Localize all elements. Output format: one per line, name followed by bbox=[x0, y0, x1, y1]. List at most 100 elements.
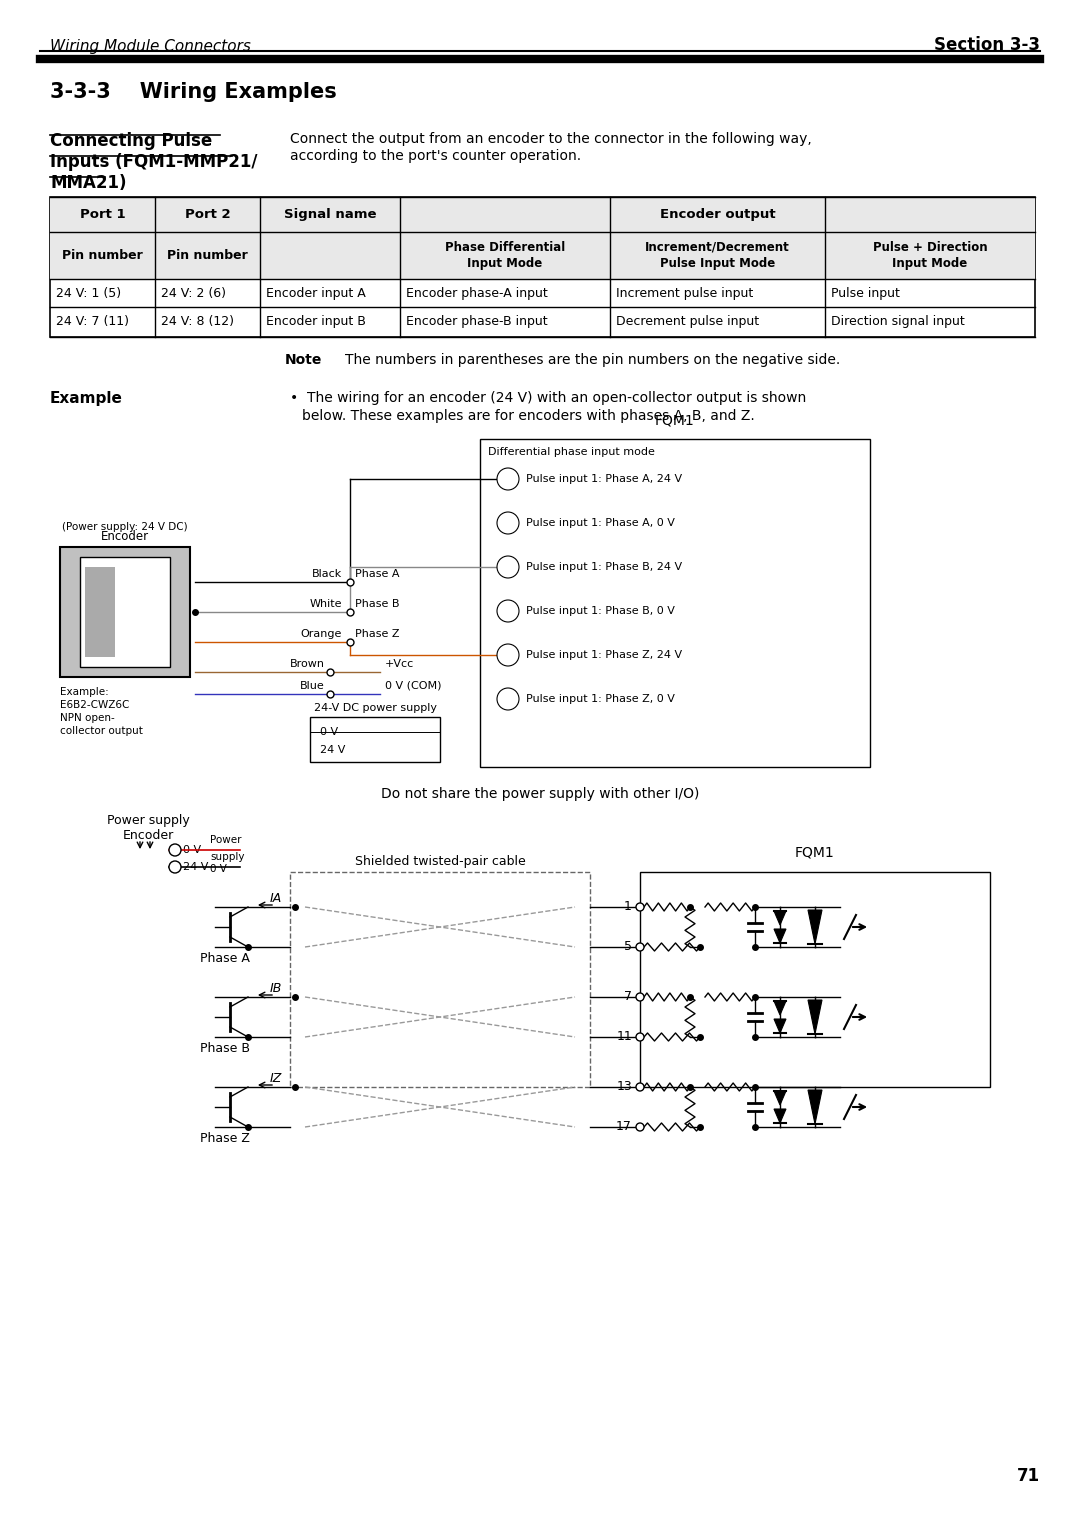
Text: White: White bbox=[310, 599, 342, 609]
Text: 11: 11 bbox=[501, 606, 515, 615]
Text: Orange: Orange bbox=[300, 629, 342, 638]
Bar bbox=[640, 872, 990, 1087]
Text: 24 V: 24 V bbox=[320, 745, 346, 754]
Text: 24-V DC power supply: 24-V DC power supply bbox=[313, 702, 436, 713]
Text: MMA21): MMA21) bbox=[50, 174, 126, 192]
Text: Pulse input 1: Phase B, 0 V: Pulse input 1: Phase B, 0 V bbox=[526, 606, 675, 615]
Text: Input Mode: Input Mode bbox=[468, 257, 542, 270]
Text: IA: IA bbox=[270, 892, 282, 906]
Circle shape bbox=[636, 993, 644, 1002]
Bar bbox=[50, 197, 1035, 337]
Text: Wiring Module Connectors: Wiring Module Connectors bbox=[50, 40, 251, 53]
Text: Pulse input 1: Phase A, 24 V: Pulse input 1: Phase A, 24 V bbox=[526, 473, 683, 484]
Text: Connecting Pulse: Connecting Pulse bbox=[50, 131, 213, 150]
Text: 0 V: 0 V bbox=[320, 727, 338, 738]
Text: 24 V: 7 (11): 24 V: 7 (11) bbox=[56, 316, 129, 328]
Text: 17: 17 bbox=[616, 1121, 632, 1133]
Text: 71: 71 bbox=[1017, 1467, 1040, 1484]
Circle shape bbox=[497, 644, 519, 666]
Text: Phase A: Phase A bbox=[200, 951, 249, 965]
Text: 5: 5 bbox=[624, 941, 632, 953]
Bar bbox=[291, 872, 590, 1087]
Text: Encoder input B: Encoder input B bbox=[266, 316, 366, 328]
Text: Differential phase input mode: Differential phase input mode bbox=[488, 447, 654, 457]
Text: Pulse input 1: Phase A, 0 V: Pulse input 1: Phase A, 0 V bbox=[526, 518, 675, 528]
Text: Encoder input A: Encoder input A bbox=[266, 287, 366, 299]
Text: Pulse input: Pulse input bbox=[831, 287, 900, 299]
Text: Inputs (FQM1-MMP21/: Inputs (FQM1-MMP21/ bbox=[50, 153, 257, 171]
Text: 17: 17 bbox=[501, 693, 515, 704]
Text: Power: Power bbox=[210, 835, 242, 844]
Text: Power supply: Power supply bbox=[107, 814, 189, 828]
Text: Connect the output from an encoder to the connector in the following way,: Connect the output from an encoder to th… bbox=[291, 131, 812, 147]
Text: 24 V: 24 V bbox=[183, 863, 208, 872]
Text: Decrement pulse input: Decrement pulse input bbox=[616, 316, 759, 328]
Polygon shape bbox=[774, 1019, 786, 1032]
Text: E6B2-CWZ6C: E6B2-CWZ6C bbox=[60, 699, 130, 710]
Circle shape bbox=[636, 944, 644, 951]
Text: 24 V: 8 (12): 24 V: 8 (12) bbox=[161, 316, 234, 328]
Circle shape bbox=[497, 600, 519, 621]
Circle shape bbox=[497, 512, 519, 534]
Text: Blue: Blue bbox=[300, 681, 325, 692]
Text: 24 V: 1 (5): 24 V: 1 (5) bbox=[56, 287, 121, 299]
Text: Phase A: Phase A bbox=[355, 570, 400, 579]
Text: •  The wiring for an encoder (24 V) with an open-collector output is shown: • The wiring for an encoder (24 V) with … bbox=[291, 391, 807, 405]
Text: 13: 13 bbox=[617, 1081, 632, 1093]
Bar bbox=[310, 718, 440, 762]
Circle shape bbox=[168, 844, 181, 857]
Text: Phase Differential: Phase Differential bbox=[445, 241, 565, 253]
Bar bbox=[85, 567, 114, 657]
Text: Port 1: Port 1 bbox=[80, 208, 125, 221]
Bar bbox=[80, 557, 170, 667]
Text: 1: 1 bbox=[504, 473, 512, 484]
Text: Port 2: Port 2 bbox=[185, 208, 230, 221]
Polygon shape bbox=[774, 1090, 786, 1106]
Circle shape bbox=[497, 689, 519, 710]
Text: Direction signal input: Direction signal input bbox=[831, 316, 964, 328]
Circle shape bbox=[636, 1122, 644, 1132]
Bar bbox=[480, 438, 870, 767]
Text: Signal name: Signal name bbox=[284, 208, 376, 221]
Text: 0 V: 0 V bbox=[183, 844, 201, 855]
Text: 24 V: 2 (6): 24 V: 2 (6) bbox=[161, 287, 226, 299]
Text: Increment pulse input: Increment pulse input bbox=[616, 287, 753, 299]
Text: Pulse input 1: Phase B, 24 V: Pulse input 1: Phase B, 24 V bbox=[526, 562, 683, 573]
Text: Note: Note bbox=[285, 353, 322, 366]
Text: 0 V (COM): 0 V (COM) bbox=[384, 681, 442, 692]
Text: Encoder phase-B input: Encoder phase-B input bbox=[406, 316, 548, 328]
Text: 7: 7 bbox=[624, 991, 632, 1003]
Polygon shape bbox=[774, 1109, 786, 1122]
Text: Brown: Brown bbox=[291, 660, 325, 669]
Text: IB: IB bbox=[270, 982, 282, 996]
Bar bbox=[50, 232, 1035, 279]
Text: Black: Black bbox=[312, 570, 342, 579]
Text: 0 V: 0 V bbox=[210, 864, 227, 873]
Text: Phase Z: Phase Z bbox=[200, 1132, 249, 1145]
Text: Phase B: Phase B bbox=[200, 1041, 249, 1055]
Text: The numbers in parentheses are the pin numbers on the negative side.: The numbers in parentheses are the pin n… bbox=[345, 353, 840, 366]
Circle shape bbox=[497, 556, 519, 579]
Text: FQM1: FQM1 bbox=[656, 412, 694, 428]
Text: Pin number: Pin number bbox=[167, 249, 248, 263]
Text: Pulse Input Mode: Pulse Input Mode bbox=[660, 257, 775, 270]
Text: Example: Example bbox=[50, 391, 123, 406]
Text: 7: 7 bbox=[504, 562, 512, 573]
Text: NPN open-: NPN open- bbox=[60, 713, 114, 722]
Circle shape bbox=[636, 1032, 644, 1041]
Text: Phase Z: Phase Z bbox=[355, 629, 400, 638]
Circle shape bbox=[168, 861, 181, 873]
Text: FQM1: FQM1 bbox=[795, 846, 835, 860]
Bar bbox=[60, 547, 190, 676]
Text: Pulse + Direction: Pulse + Direction bbox=[873, 241, 987, 253]
Text: Do not share the power supply with other I/O): Do not share the power supply with other… bbox=[381, 786, 699, 802]
Text: IZ: IZ bbox=[270, 1072, 282, 1086]
Text: (Power supply: 24 V DC): (Power supply: 24 V DC) bbox=[63, 522, 188, 531]
Text: Encoder output: Encoder output bbox=[660, 208, 775, 221]
Text: Increment/Decrement: Increment/Decrement bbox=[645, 241, 789, 253]
Circle shape bbox=[497, 467, 519, 490]
Text: Example:: Example: bbox=[60, 687, 109, 696]
Text: Section 3-3: Section 3-3 bbox=[934, 37, 1040, 53]
Polygon shape bbox=[774, 1002, 786, 1015]
Polygon shape bbox=[774, 912, 786, 925]
